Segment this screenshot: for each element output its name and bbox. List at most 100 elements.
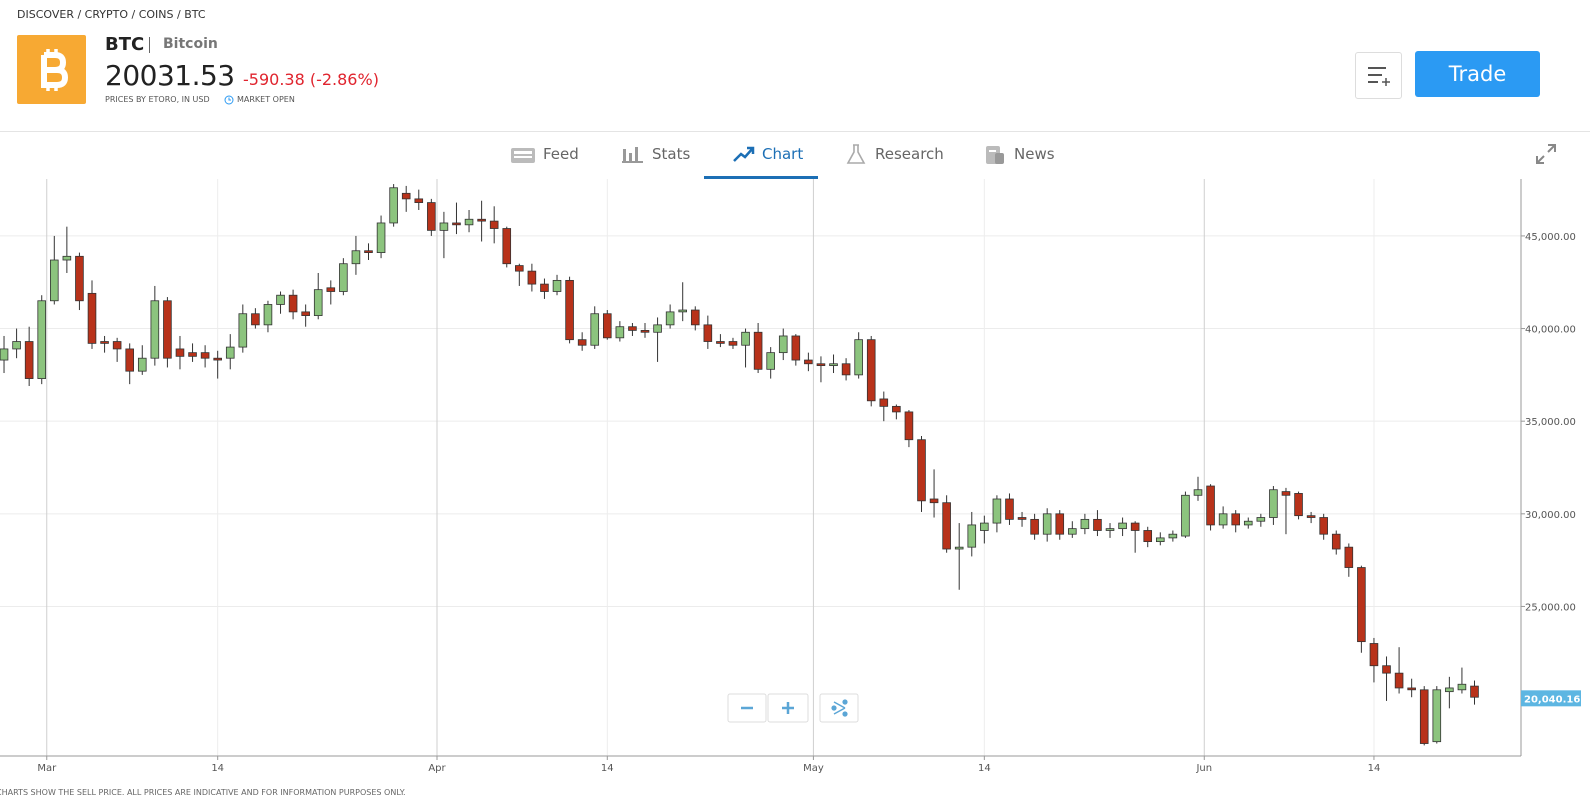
watchlist-button[interactable]: [1355, 52, 1402, 99]
candle-body: [439, 222, 449, 231]
candle-body: [37, 300, 47, 379]
trade-button[interactable]: Trade: [1415, 51, 1540, 97]
x-tick-label: May: [803, 763, 824, 774]
candle-body: [678, 309, 687, 313]
tab[interactable]: Stats: [652, 145, 691, 163]
divider: [0, 131, 1590, 132]
candle-body: [1130, 522, 1140, 531]
candle-body: [1344, 546, 1354, 568]
candle-body: [1181, 494, 1190, 537]
candle-body: [1105, 528, 1115, 531]
candle-body: [1243, 520, 1253, 526]
candle-body: [841, 363, 851, 376]
candle-body: [24, 341, 34, 379]
breadcrumb[interactable]: DISCOVER / CRYPTO / COINS / BTC: [17, 8, 206, 21]
candle-body: [640, 330, 650, 333]
candle-body: [351, 250, 361, 265]
tab[interactable]: Chart: [762, 145, 804, 163]
candle-body: [389, 187, 398, 224]
candle-body: [339, 263, 348, 292]
x-tick-label: 14: [211, 763, 224, 774]
price-change: -590.38 (-2.86%): [243, 70, 379, 89]
candle-body: [200, 352, 210, 359]
tab[interactable]: Research: [875, 145, 944, 163]
news-icon: [986, 146, 1004, 164]
candle-body: [1470, 685, 1479, 698]
candle-body: [75, 255, 84, 302]
candle-body: [690, 309, 700, 326]
candle-body: [929, 498, 939, 504]
candle-body: [791, 335, 801, 361]
symbol: BTC: [105, 34, 145, 55]
candle-body: [62, 255, 72, 261]
control-button[interactable]: [819, 693, 859, 723]
candle-body: [1457, 683, 1467, 691]
candle-body: [427, 202, 436, 231]
candle-body: [829, 363, 838, 367]
clock-icon: [224, 95, 234, 105]
candle-body: [489, 220, 499, 229]
candle-body: [602, 313, 612, 339]
market-status: MARKET OPEN: [237, 95, 295, 104]
candle-body: [1118, 522, 1127, 530]
candle-body: [1080, 518, 1090, 530]
candle-body: [125, 348, 134, 372]
candle-body: [175, 348, 185, 357]
candle-body: [1206, 485, 1215, 526]
candle-body: [49, 259, 59, 302]
candle-body: [1168, 533, 1178, 539]
candle-body: [879, 398, 889, 407]
candle-body: [326, 287, 336, 292]
candle-body: [1357, 567, 1366, 643]
candle-body: [1294, 493, 1303, 517]
candle-body: [741, 331, 750, 346]
candle-body: [753, 331, 763, 370]
x-tick-label: 14: [601, 763, 614, 774]
share-dot: [831, 705, 837, 711]
candle-body: [515, 265, 524, 272]
candle-body: [1269, 489, 1278, 518]
candle-body: [1256, 517, 1266, 522]
fullscreen-icon[interactable]: [1535, 143, 1557, 165]
candle-body: [401, 192, 411, 200]
disclaimer: CHARTS SHOW THE SELL PRICE. ALL PRICES A…: [0, 788, 406, 797]
candle-body: [665, 311, 675, 326]
candle-body: [1042, 513, 1052, 535]
zoom-controls: [727, 693, 859, 723]
separator: [149, 37, 150, 53]
candle-body: [1319, 517, 1328, 535]
candle-body: [1218, 513, 1228, 526]
tab-bar: Feed Stats Chart Research News: [0, 132, 1590, 179]
tab[interactable]: News: [1014, 145, 1055, 163]
candle-body: [452, 222, 461, 226]
chart-icon: [733, 146, 755, 162]
candle-body: [1068, 528, 1077, 535]
x-tick-label: 14: [1368, 763, 1381, 774]
candle-body: [716, 341, 725, 344]
y-tick-label: 35,000.00: [1525, 417, 1576, 428]
candle-body: [288, 294, 298, 313]
x-tick-label: 14: [978, 763, 991, 774]
candle-body: [590, 313, 600, 346]
candle-body: [1155, 537, 1165, 543]
candle-body: [577, 339, 587, 346]
candle-body: [954, 546, 964, 550]
candle-body: [238, 313, 248, 348]
candle-body: [527, 270, 537, 285]
candle-body: [1382, 665, 1391, 674]
candle-body: [778, 335, 788, 354]
candle-body: [552, 279, 562, 292]
candle-body: [150, 300, 160, 359]
watchlist-icon: [1368, 67, 1390, 86]
x-tick-label: Mar: [37, 763, 57, 774]
candle-body: [703, 324, 713, 342]
candle-body: [364, 250, 373, 254]
active-tab-underline: [704, 176, 818, 179]
tab[interactable]: Feed: [543, 145, 579, 163]
candle-body: [313, 289, 323, 316]
coin-logo: [17, 35, 86, 104]
candle-body: [1231, 513, 1240, 526]
candle-body: [163, 300, 172, 359]
candle-body: [980, 522, 989, 531]
